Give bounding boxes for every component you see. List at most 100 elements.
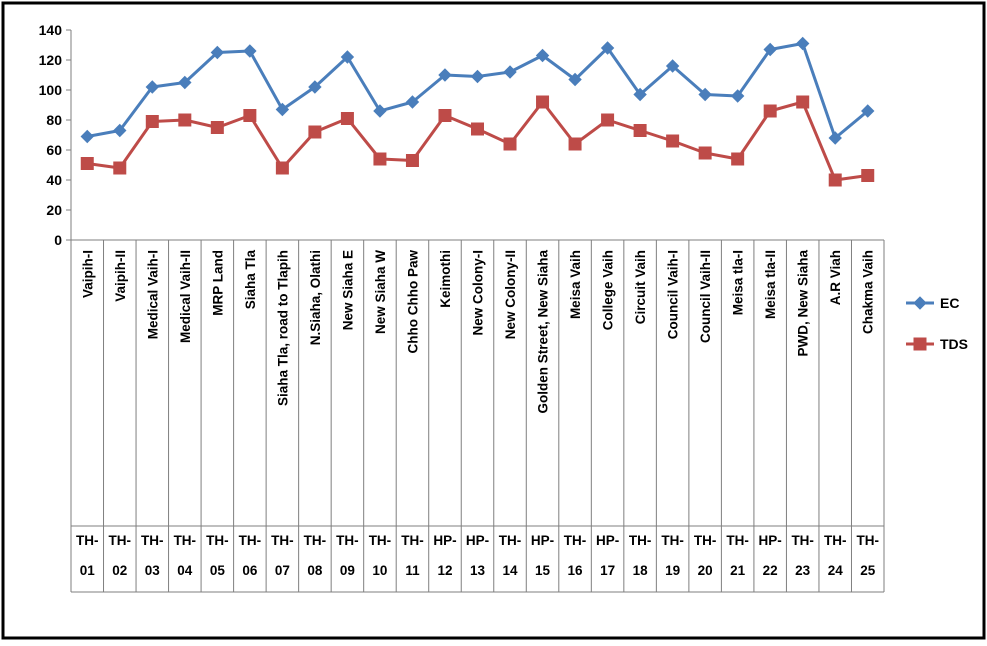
data-point-ec [373, 104, 387, 118]
category-code-prefix: HP- [759, 533, 782, 548]
category-code-number: 03 [145, 563, 161, 578]
category-code-number: 05 [210, 563, 226, 578]
data-point-ec [275, 102, 290, 117]
category-label: Vaipih-I [80, 250, 95, 298]
category-code-prefix: TH- [856, 533, 879, 548]
category-label: N.Siaha, Olathi [308, 250, 323, 345]
data-point-ec [145, 80, 160, 94]
y-tick-label: 120 [39, 52, 63, 68]
category-label: Meisa Vaih [568, 250, 583, 319]
category-code-number: 07 [275, 563, 290, 578]
category-code-number: 19 [665, 563, 680, 578]
data-point-ec [698, 87, 712, 102]
category-code-number: 09 [340, 563, 355, 578]
category-code-prefix: TH- [369, 533, 392, 548]
category-code-prefix: TH- [791, 533, 814, 548]
data-point-tds [698, 146, 712, 160]
data-point-tds [340, 112, 354, 125]
category-code-prefix: HP- [433, 533, 456, 548]
category-code-number: 13 [470, 563, 486, 578]
data-point-ec [243, 44, 257, 58]
category-code-prefix: TH- [174, 533, 197, 548]
category-code-number: 20 [698, 563, 713, 578]
data-point-tds [438, 109, 452, 122]
category-label: New Colony-II [503, 250, 518, 339]
data-point-tds [178, 113, 192, 127]
category-code-number: 06 [242, 563, 258, 578]
data-point-ec [470, 69, 485, 84]
category-code-prefix: TH- [629, 533, 652, 548]
category-label: Chho Chho Paw [405, 250, 420, 354]
category-code-prefix: TH- [824, 533, 847, 548]
data-point-ec [568, 72, 582, 87]
category-label: College Vaih [601, 250, 616, 330]
data-point-tds [471, 122, 484, 136]
category-label: Meisa tla-I [731, 250, 746, 315]
category-code-number: 12 [437, 563, 452, 578]
category-code-prefix: TH- [726, 533, 749, 548]
category-code-prefix: TH- [401, 533, 424, 548]
data-point-tds [666, 134, 680, 148]
data-point-tds [731, 152, 745, 166]
category-code-number: 17 [600, 563, 615, 578]
data-point-tds [113, 161, 127, 175]
category-label: Chakma Vaih [861, 250, 876, 334]
data-point-ec [503, 65, 517, 79]
data-point-ec [633, 87, 647, 102]
category-label: Medical Vaih-II [178, 250, 193, 343]
category-code-number: 16 [568, 563, 584, 578]
y-tick-label: 140 [39, 22, 63, 38]
category-code-prefix: HP- [596, 533, 619, 548]
data-point-ec [210, 45, 225, 60]
category-code-number: 22 [763, 563, 778, 578]
series-group [80, 36, 875, 187]
category-label: Siaha Tla, road to Tlapih [275, 250, 290, 406]
category-code-prefix: TH- [694, 533, 717, 548]
data-point-tds [275, 161, 289, 175]
data-point-tds [308, 125, 322, 139]
data-point-ec [113, 123, 127, 138]
category-label: PWD, New Siaha [796, 250, 811, 357]
category-label: New Siaha E [340, 250, 355, 330]
category-code-prefix: TH- [109, 533, 132, 548]
category-label: New Colony-I [471, 250, 486, 336]
data-point-tds [80, 157, 94, 170]
category-code-prefix: HP- [466, 533, 489, 548]
data-point-ec [340, 50, 355, 64]
category-code-prefix: TH- [239, 533, 262, 548]
data-point-tds [210, 121, 224, 134]
data-point-tds [243, 109, 257, 122]
data-point-ec [178, 75, 192, 90]
category-code-prefix: HP- [531, 533, 554, 548]
category-label: Meisa tla-II [763, 250, 778, 319]
data-point-tds [503, 137, 517, 151]
category-code-prefix: TH- [564, 533, 587, 548]
category-label: Siaha Tla [243, 250, 258, 310]
legend: EC TDS [906, 295, 968, 352]
data-point-tds [796, 95, 810, 109]
data-point-ec [665, 59, 680, 73]
data-point-ec [535, 48, 550, 63]
category-code-number: 23 [795, 563, 811, 578]
category-label: Council Vaih-I [666, 250, 681, 339]
data-point-tds [861, 169, 875, 182]
category-label: New Siaha W [373, 250, 388, 334]
category-code-number: 10 [372, 563, 387, 578]
data-point-tds [568, 137, 582, 151]
category-code-prefix: TH- [206, 533, 229, 548]
data-point-ec [730, 89, 745, 103]
data-point-ec [600, 41, 615, 55]
data-point-ec [763, 42, 777, 57]
category-code-number: 15 [535, 563, 551, 578]
category-label: MRP Land [210, 250, 225, 316]
category-label: A.R Viah [828, 250, 843, 305]
legend-label-ec: EC [940, 295, 959, 311]
category-label: Vaipih-II [113, 250, 128, 302]
data-point-tds [373, 152, 387, 166]
category-code-prefix: TH- [76, 533, 99, 548]
data-point-tds [536, 95, 550, 109]
data-point-tds [763, 104, 777, 118]
category-code-number: 01 [80, 563, 96, 578]
